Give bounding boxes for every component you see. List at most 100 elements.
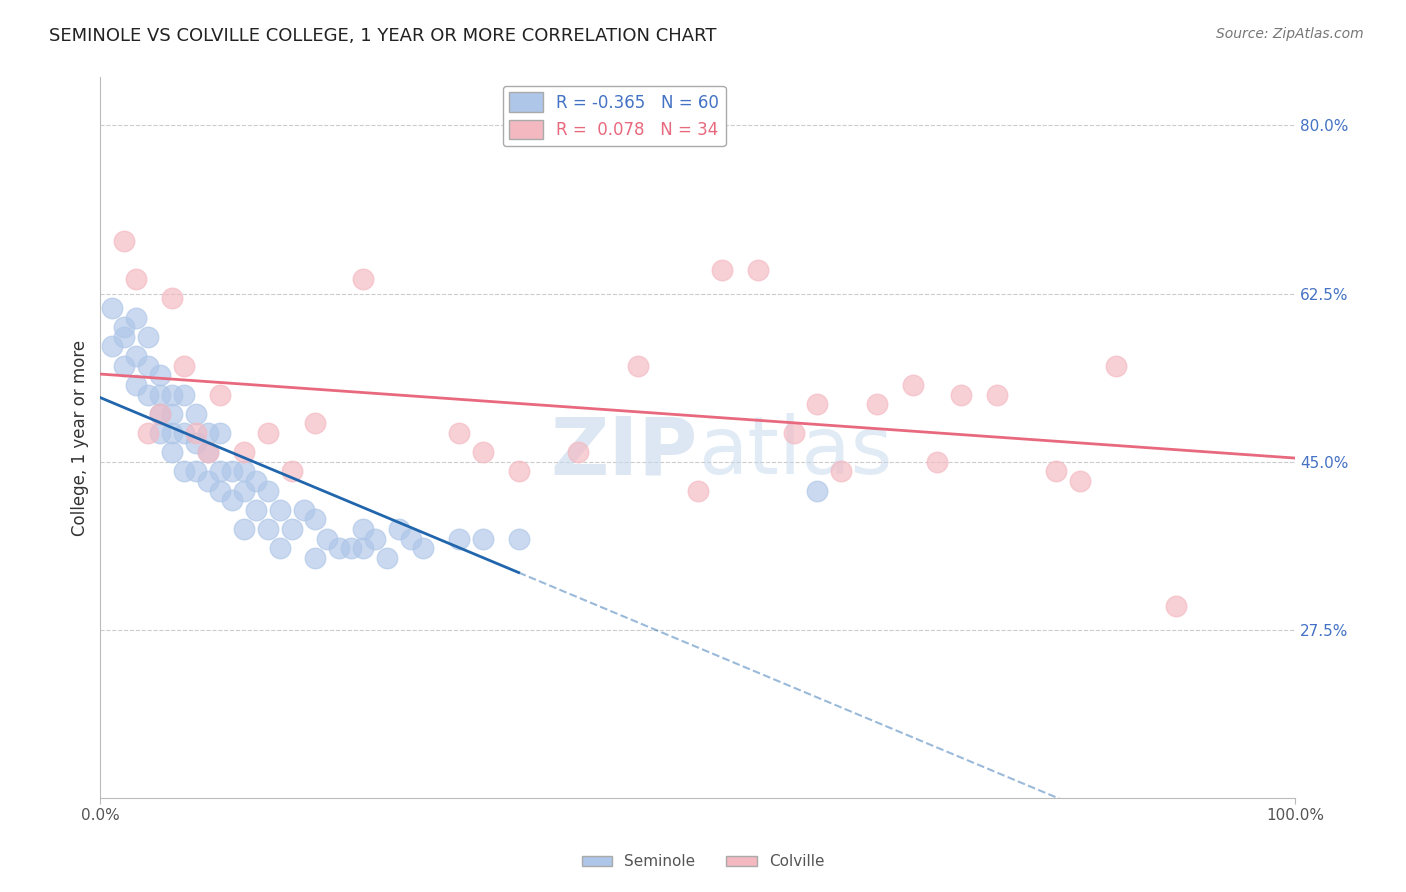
Point: [208, 425, 231, 440]
Point: [125, 310, 148, 325]
Point: [1045, 464, 1067, 478]
Point: [508, 464, 530, 478]
Text: ZIP: ZIP: [551, 413, 697, 491]
Point: [710, 262, 733, 277]
Point: [125, 349, 148, 363]
Point: [208, 483, 231, 498]
Point: [101, 339, 124, 353]
Point: [375, 550, 398, 565]
Point: [197, 445, 219, 459]
Point: [256, 522, 278, 536]
Point: [352, 541, 374, 556]
Point: [627, 359, 650, 373]
Point: [304, 550, 326, 565]
Point: [160, 387, 183, 401]
Point: [364, 532, 387, 546]
Point: [160, 425, 183, 440]
Point: [173, 425, 195, 440]
Text: atlas: atlas: [697, 413, 893, 491]
Point: [471, 532, 494, 546]
Point: [197, 445, 219, 459]
Point: [949, 387, 972, 401]
Point: [149, 425, 172, 440]
Point: [160, 292, 183, 306]
Point: [112, 359, 135, 373]
Point: [508, 532, 530, 546]
Point: [112, 320, 135, 334]
Point: [686, 483, 709, 498]
Point: [184, 425, 207, 440]
Point: [925, 455, 948, 469]
Point: [1069, 474, 1091, 488]
Point: [184, 464, 207, 478]
Point: [125, 272, 148, 286]
Point: [184, 435, 207, 450]
Point: [304, 512, 326, 526]
Point: [269, 503, 291, 517]
Point: [221, 464, 243, 478]
Point: [256, 483, 278, 498]
Point: [316, 532, 339, 546]
Point: [447, 532, 470, 546]
Point: [1105, 359, 1128, 373]
Point: [173, 359, 195, 373]
Y-axis label: College, 1 year or more: College, 1 year or more: [72, 340, 89, 536]
Point: [782, 425, 804, 440]
Point: [340, 541, 363, 556]
Point: [136, 425, 159, 440]
Point: [1164, 599, 1187, 613]
Point: [232, 464, 254, 478]
Point: [866, 397, 889, 411]
Point: [149, 387, 172, 401]
Legend: R = -0.365   N = 60, R =  0.078   N = 34: R = -0.365 N = 60, R = 0.078 N = 34: [503, 86, 725, 146]
Point: [160, 445, 183, 459]
Point: [149, 407, 172, 421]
Point: [447, 425, 470, 440]
Point: [232, 522, 254, 536]
Point: [184, 407, 207, 421]
Point: [221, 493, 243, 508]
Point: [112, 330, 135, 344]
Point: [149, 407, 172, 421]
Point: [280, 464, 302, 478]
Point: [245, 474, 267, 488]
Point: [136, 330, 159, 344]
Point: [112, 234, 135, 248]
Point: [412, 541, 434, 556]
Point: [232, 445, 254, 459]
Point: [232, 483, 254, 498]
Point: [197, 474, 219, 488]
Point: [567, 445, 589, 459]
Point: [352, 522, 374, 536]
Point: [173, 387, 195, 401]
Point: [352, 272, 374, 286]
Point: [830, 464, 852, 478]
Point: [256, 425, 278, 440]
Point: [136, 387, 159, 401]
Point: [901, 378, 924, 392]
Point: [149, 368, 172, 383]
Point: [806, 397, 828, 411]
Point: [806, 483, 828, 498]
Point: [125, 378, 148, 392]
Point: [160, 407, 183, 421]
Point: [101, 301, 124, 315]
Point: [328, 541, 350, 556]
Point: [136, 359, 159, 373]
Point: [245, 503, 267, 517]
Point: [388, 522, 411, 536]
Point: [269, 541, 291, 556]
Point: [173, 464, 195, 478]
Point: [292, 503, 315, 517]
Point: [280, 522, 302, 536]
Point: [208, 464, 231, 478]
Point: [747, 262, 769, 277]
Point: [399, 532, 422, 546]
Point: [471, 445, 494, 459]
Point: [197, 425, 219, 440]
Point: [304, 417, 326, 431]
Point: [986, 387, 1008, 401]
Text: SEMINOLE VS COLVILLE COLLEGE, 1 YEAR OR MORE CORRELATION CHART: SEMINOLE VS COLVILLE COLLEGE, 1 YEAR OR …: [49, 27, 717, 45]
Point: [208, 387, 231, 401]
Legend: Seminole, Colville: Seminole, Colville: [575, 848, 831, 875]
